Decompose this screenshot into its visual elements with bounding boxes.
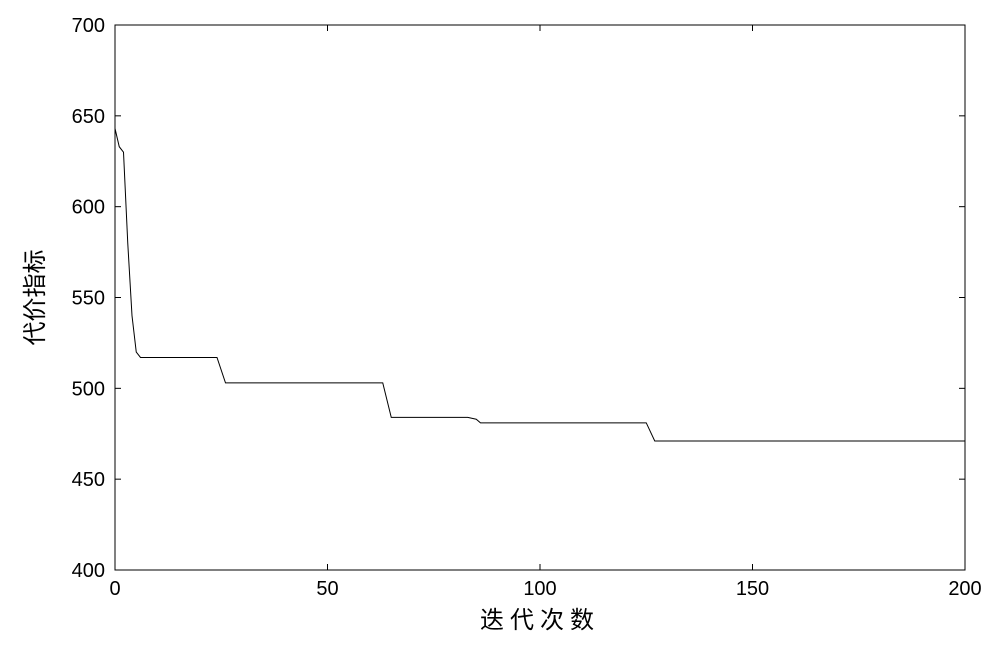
y-tick-label: 700 [72,15,105,37]
x-tick-label: 200 [948,578,981,600]
y-tick-label: 600 [72,197,105,219]
x-tick-label: 100 [523,578,556,600]
y-tick-label: 650 [72,106,105,128]
chart-container: 0 50 100 150 200 400 450 500 550 600 650 700 迭代次数 代价指… [0,0,1000,648]
x-tick-label: 0 [109,578,120,600]
plot-border [115,25,965,570]
y-axis-label: 代价指标 [22,250,49,346]
y-tick-label: 500 [72,378,105,400]
y-tick-label: 450 [72,469,105,491]
x-axis-label: 迭代次数 [480,607,600,634]
x-tick-label: 50 [316,578,338,600]
y-tick-label: 400 [72,560,105,582]
y-tick-label: 550 [72,288,105,310]
convergence-line [115,129,965,441]
convergence-chart: 0 50 100 150 200 400 450 500 550 600 650 700 迭代次数 代价指… [0,0,1000,648]
x-tick-label: 150 [736,578,769,600]
